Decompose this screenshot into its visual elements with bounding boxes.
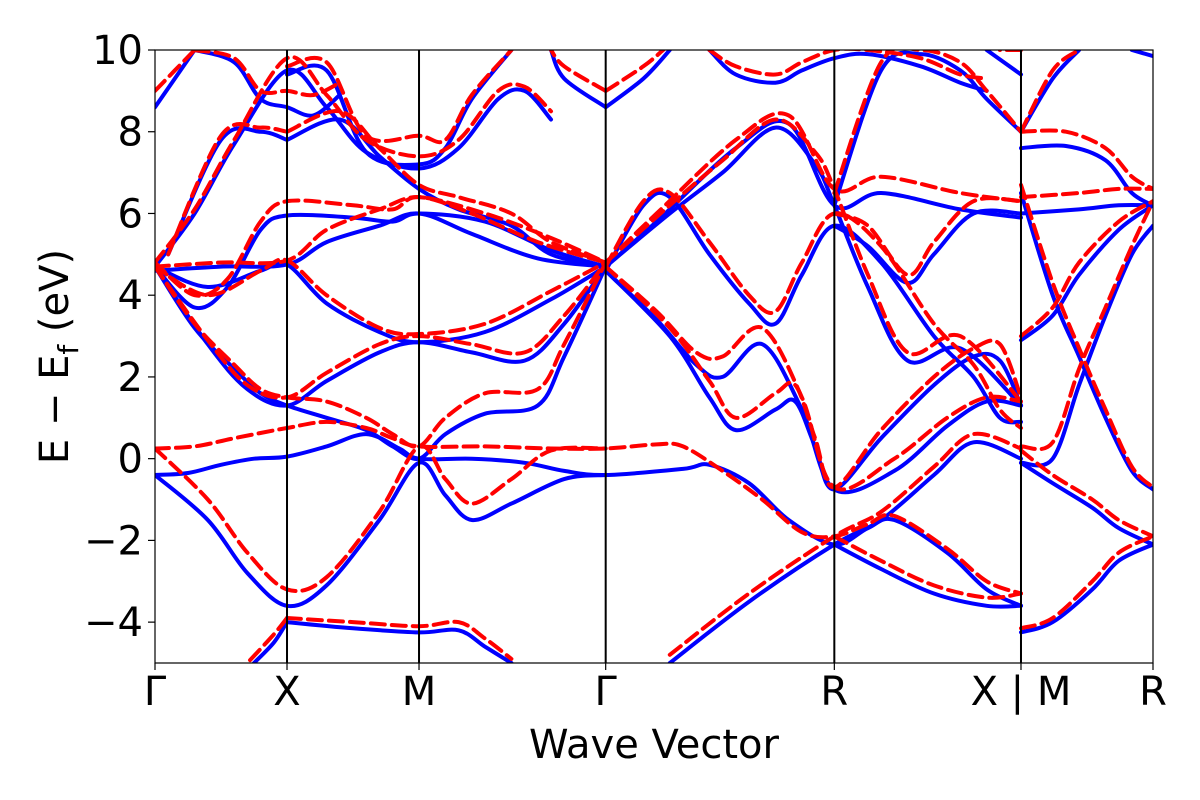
y-axis-title-main: E − E (32, 355, 78, 465)
dashed-band-19 (667, 431, 1023, 657)
dashed-band-2 (155, 260, 608, 449)
dashed-band-32 (1019, 128, 1153, 191)
solid-band-30 (1019, 202, 1153, 216)
dashed-band-28 (1019, 199, 1153, 452)
solid-band-34 (984, 50, 1023, 77)
dashed-band-20 (155, 50, 197, 93)
solid-band-2 (155, 264, 608, 461)
y-tick-label: −4 (84, 600, 143, 646)
solid-band-17 (285, 620, 514, 663)
solid-band-12 (832, 208, 1023, 285)
solid-band-25 (285, 50, 514, 167)
dashed-band-1 (155, 443, 608, 594)
solid-band-11 (603, 118, 1023, 269)
y-tick-label: 6 (118, 191, 143, 237)
dashed-band-15 (549, 50, 608, 93)
dashed-band-16 (603, 50, 666, 93)
solid-band-31 (1019, 191, 1153, 492)
dashed-band-24 (166, 122, 289, 257)
bands-layer (155, 50, 1153, 663)
solid-band-3 (155, 264, 608, 408)
solid-band-14 (832, 542, 1023, 609)
solid-band-26 (1019, 542, 1153, 635)
solid-band-18 (252, 620, 289, 663)
dashed-band-10 (603, 117, 1023, 404)
dashed-band-11 (603, 111, 1023, 265)
dashed-band-3 (155, 260, 608, 400)
dashed-band-6 (155, 195, 608, 298)
dashed-band-31 (1019, 182, 1153, 490)
solid-band-8 (603, 268, 1023, 495)
dashed-band-9 (603, 187, 1023, 430)
dashed-band-17 (285, 616, 514, 661)
dashed-band-22 (155, 55, 553, 265)
y-axis-title-subscript: f (52, 344, 85, 355)
dashed-band-30 (1019, 186, 1153, 200)
y-axis-title: E − Ef (eV) (32, 249, 85, 464)
dashed-band-4 (155, 257, 608, 337)
solid-band-4 (155, 260, 608, 345)
dashed-band-27 (1019, 448, 1153, 539)
y-tick-label: 4 (118, 273, 143, 319)
dashed-band-23 (285, 109, 608, 265)
x-tick-label: M (402, 669, 437, 715)
solid-band-32 (1019, 143, 1153, 208)
x-axis-title: Wave Vector (529, 722, 780, 768)
dashed-band-8 (603, 264, 1023, 492)
solid-band-9 (603, 190, 1023, 425)
dashed-band-21 (192, 50, 342, 98)
solid-band-35 (1129, 50, 1153, 59)
y-tick-label: 10 (92, 28, 143, 74)
plot-frame (154, 49, 1154, 664)
x-tick-label: Γ (144, 669, 167, 715)
x-tick-label: Γ (595, 669, 618, 715)
dashed-band-25 (285, 50, 514, 145)
x-tick-label: R (1139, 669, 1167, 715)
x-tick-label: R (820, 669, 848, 715)
solid-band-13 (832, 50, 1023, 208)
dashed-band-18 (245, 616, 289, 663)
x-axis-ticks: Γ X M Γ R X | M R (144, 663, 1167, 715)
solid-band-16 (603, 50, 672, 110)
solid-band-19 (667, 440, 1023, 663)
solid-band-15 (549, 50, 608, 110)
solid-band-24 (166, 126, 289, 257)
y-axis-title-unit: (eV) (32, 249, 78, 345)
x-tick-label: X | M (971, 669, 1072, 715)
dashed-band-13 (832, 50, 1023, 195)
solid-band-1 (155, 460, 608, 609)
dashed-band-33 (1019, 50, 1082, 134)
y-axis-ticks: −4 −2 0 2 4 6 8 10 (84, 28, 155, 646)
y-tick-label: 0 (118, 437, 143, 483)
dashed-band-14 (832, 534, 1023, 600)
dashed-band-35 (707, 50, 989, 81)
solid-band-33 (1019, 50, 1082, 134)
solid-band-10 (603, 125, 1023, 408)
dashed-band-12 (832, 196, 1023, 277)
y-tick-label: −2 (84, 518, 143, 564)
kpoint-lines (286, 50, 1022, 663)
solid-band-29 (1019, 203, 1153, 343)
solid-band-27 (1019, 460, 1153, 547)
dashed-band-7 (603, 264, 1023, 490)
dashed-band-29 (1019, 199, 1153, 339)
x-tick-label: X (273, 669, 300, 715)
dashed-band-0 (155, 419, 1023, 596)
solid-band-7 (603, 268, 1023, 492)
y-tick-label: 8 (118, 110, 143, 156)
y-tick-label: 2 (118, 355, 143, 401)
dashed-band-26 (1019, 534, 1153, 631)
solid-band-21 (192, 50, 342, 118)
solid-band-28 (1019, 223, 1153, 468)
